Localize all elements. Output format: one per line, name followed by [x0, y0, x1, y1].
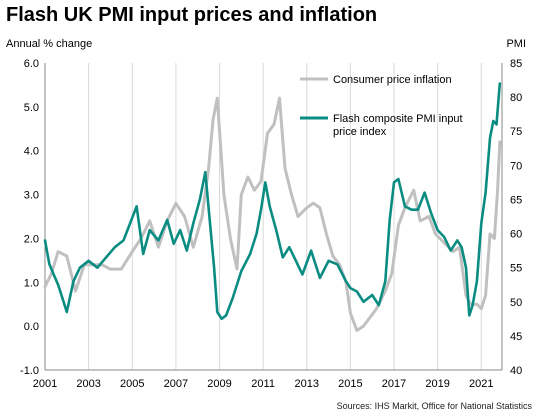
- y-tick-label-right: 65: [510, 194, 522, 206]
- y-tick-label-left: 1.0: [24, 277, 39, 289]
- x-tick-label: 2007: [164, 378, 188, 390]
- axes: 2001 2003 2005 2007 2009 2011 2013 2015 2017 2019…: [20, 58, 522, 390]
- y-tick-label-right: 70: [510, 160, 522, 172]
- y-tick-label-right: 85: [510, 58, 522, 70]
- legend-label-cpi: Consumer price inflation: [333, 74, 452, 86]
- y-tick-label-right: 40: [510, 365, 522, 377]
- y-tick-label-right: 75: [510, 126, 522, 138]
- y-tick-label-right: 80: [510, 92, 522, 104]
- x-tick-label: 2013: [295, 378, 319, 390]
- x-tick-label: 2003: [76, 378, 100, 390]
- y-tick-label-right: 50: [510, 297, 522, 309]
- series-lines: [43, 82, 502, 332]
- y-tick-label-right: 60: [510, 229, 522, 241]
- y-tick-label-left: 4.0: [24, 146, 39, 158]
- left-axis-label: Annual % change: [6, 38, 93, 50]
- legend: Consumer price inflation Flash composite…: [300, 74, 466, 138]
- y-tick-label-right: 45: [510, 331, 522, 343]
- legend-label-pmi-line1: Flash composite PMI input: [333, 113, 463, 125]
- y-tick-label-left: 3.0: [24, 190, 39, 202]
- x-tick-label: 2001: [33, 378, 57, 390]
- x-tick-label: 2017: [382, 378, 406, 390]
- y-tick-label-left: 0.0: [24, 321, 39, 333]
- right-axis-label: PMI: [506, 38, 526, 50]
- chart-title: Flash UK PMI input prices and inflation: [6, 4, 378, 26]
- y-tick-label-left: -1.0: [20, 365, 39, 377]
- source-note: Sources: IHS Markit, Office for National…: [336, 401, 532, 411]
- y-tick-label-left: 6.0: [24, 58, 39, 70]
- x-tick-label: 2021: [469, 378, 493, 390]
- x-tick-label: 2011: [251, 378, 275, 390]
- pmi-series-line: [43, 82, 502, 321]
- y-tick-label-right: 55: [510, 263, 522, 275]
- x-tick-label: 2019: [425, 378, 449, 390]
- x-tick-label: 2009: [207, 378, 231, 390]
- x-tick-label: 2015: [338, 378, 362, 390]
- legend-label-pmi: Flash composite PMI input price index: [333, 113, 466, 138]
- y-tick-label-left: 2.0: [24, 233, 39, 245]
- x-tick-label: 2005: [120, 378, 144, 390]
- legend-label-pmi-line2: price index: [333, 126, 387, 138]
- vertical-gridlines: [44, 63, 482, 370]
- y-tick-label-left: 5.0: [24, 102, 39, 114]
